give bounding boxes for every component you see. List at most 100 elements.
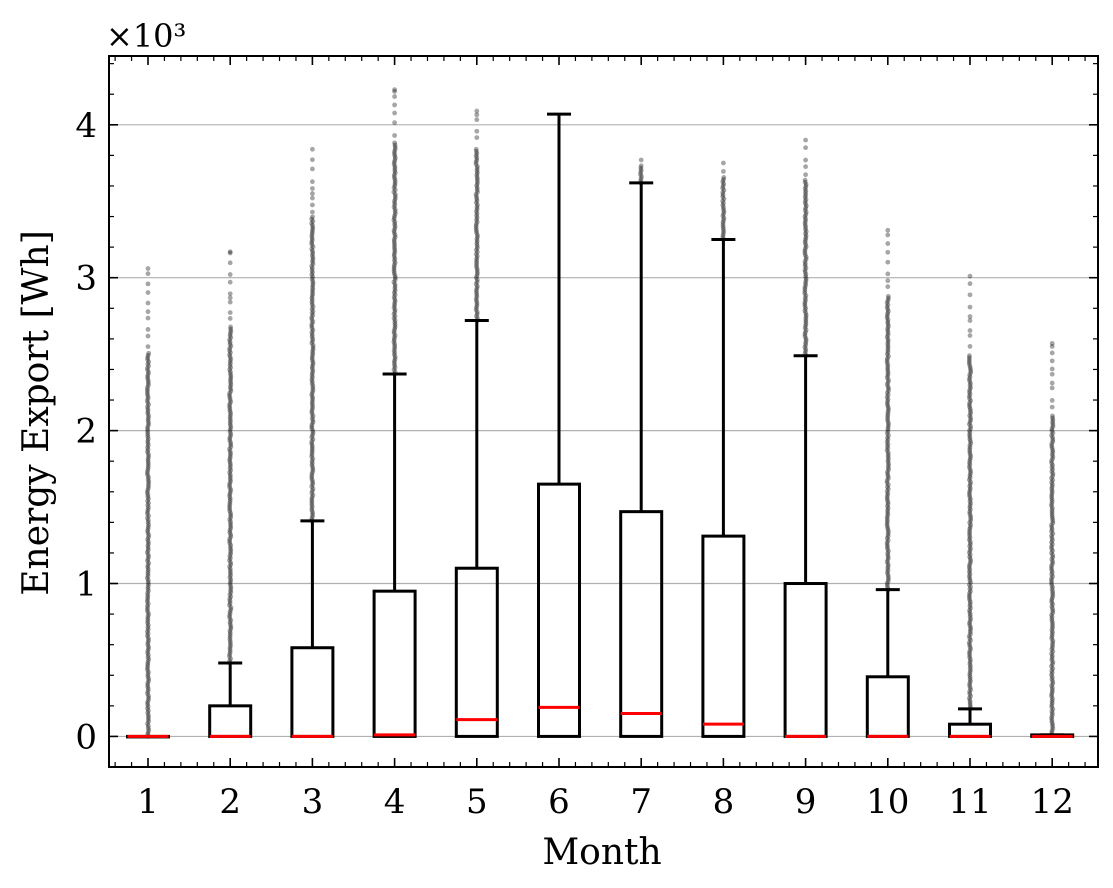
outlier-point xyxy=(885,428,891,434)
outlier-point xyxy=(721,228,726,234)
outlier-point xyxy=(392,187,398,193)
outlier-point xyxy=(1050,649,1056,654)
outlier-point xyxy=(392,249,398,255)
outlier-point xyxy=(803,265,809,271)
box-rect xyxy=(783,582,828,738)
outlier-point xyxy=(803,319,809,324)
outlier-point xyxy=(228,369,233,375)
outlier-point xyxy=(720,202,726,208)
outlier-point xyxy=(884,518,890,524)
outlier-point xyxy=(885,349,891,355)
outlier-point xyxy=(967,672,973,678)
outlier-point xyxy=(145,494,151,500)
outlier-point xyxy=(803,323,809,329)
outlier-point xyxy=(145,624,151,630)
outlier-point xyxy=(474,266,480,272)
outlier-point xyxy=(227,260,233,266)
y-tick-label: 0 xyxy=(75,717,97,757)
outlier-point xyxy=(392,146,398,152)
outlier-point xyxy=(144,489,150,495)
outlier-point xyxy=(309,379,315,385)
outlier-point xyxy=(474,211,480,216)
outlier-point xyxy=(1050,417,1056,423)
outlier-point xyxy=(310,157,315,163)
outlier-point xyxy=(884,300,890,306)
outlier-point xyxy=(1049,715,1054,721)
outlier-point xyxy=(475,271,480,276)
outlier-point xyxy=(309,220,315,226)
outlier-point xyxy=(968,580,974,585)
outlier-point xyxy=(803,327,809,333)
y-axis-label: Energy Export [Wh] xyxy=(16,230,57,596)
outlier-point xyxy=(474,243,480,249)
outlier-point xyxy=(227,500,233,505)
outlier-point xyxy=(967,396,972,401)
outlier-point xyxy=(1049,708,1055,714)
outlier-point xyxy=(392,140,398,146)
outlier-point xyxy=(967,456,973,461)
outlier-point xyxy=(968,453,974,459)
outlier-point xyxy=(474,305,479,311)
y-tick-label: 4 xyxy=(75,106,97,146)
outlier-point xyxy=(1050,477,1056,483)
outlier-point xyxy=(145,652,151,658)
outlier-point xyxy=(228,532,234,537)
outlier-point xyxy=(309,357,315,363)
box-rect xyxy=(208,704,253,738)
outlier-point xyxy=(146,676,151,682)
outlier-point xyxy=(227,568,233,574)
outlier-point xyxy=(474,268,480,274)
outlier-point xyxy=(391,305,397,311)
outlier-point xyxy=(803,297,808,303)
outlier-point xyxy=(310,360,316,365)
outlier-point xyxy=(1050,723,1055,729)
outlier-point xyxy=(391,290,397,296)
outlier-point xyxy=(146,534,151,540)
outlier-point xyxy=(885,441,891,447)
outlier-point xyxy=(1050,473,1056,479)
outlier-point xyxy=(145,385,150,390)
outlier-point xyxy=(227,420,233,426)
outlier-point xyxy=(146,402,151,408)
outlier-point xyxy=(227,545,233,550)
outlier-point xyxy=(145,601,151,607)
outlier-point xyxy=(145,537,151,542)
outlier-point xyxy=(885,505,891,511)
outlier-point xyxy=(145,519,151,525)
outlier-point xyxy=(392,343,397,349)
outlier-point xyxy=(967,494,973,500)
outlier-point xyxy=(392,241,397,246)
outlier-point xyxy=(228,579,233,585)
outlier-point xyxy=(721,160,726,166)
outlier-point xyxy=(474,230,480,236)
outlier-point xyxy=(473,251,479,257)
outlier-point xyxy=(392,89,397,94)
outlier-point xyxy=(392,110,397,116)
outlier-point xyxy=(310,430,316,436)
outlier-point xyxy=(1049,672,1054,678)
outlier-point xyxy=(1049,646,1055,652)
outlier-point xyxy=(885,563,891,569)
outlier-point xyxy=(967,466,973,472)
outlier-point xyxy=(967,642,972,648)
outlier-point xyxy=(145,699,150,705)
outlier-point xyxy=(1050,415,1055,421)
outlier-point xyxy=(309,297,315,303)
outlier-point xyxy=(968,584,973,590)
outlier-point xyxy=(391,172,397,178)
outlier-point xyxy=(885,531,891,537)
outlier-point xyxy=(885,435,890,441)
outlier-point xyxy=(227,600,233,606)
outlier-point xyxy=(802,214,808,219)
outlier-point xyxy=(145,327,151,332)
outlier-point xyxy=(884,580,890,586)
outlier-point xyxy=(1050,642,1055,648)
outlier-point xyxy=(1050,424,1056,430)
outlier-point xyxy=(392,292,398,298)
outlier-point xyxy=(1049,522,1054,528)
outlier-point xyxy=(145,344,151,350)
outlier-point xyxy=(474,228,479,234)
outlier-point xyxy=(145,661,151,667)
outlier-point xyxy=(885,362,891,368)
outlier-point xyxy=(228,521,233,527)
